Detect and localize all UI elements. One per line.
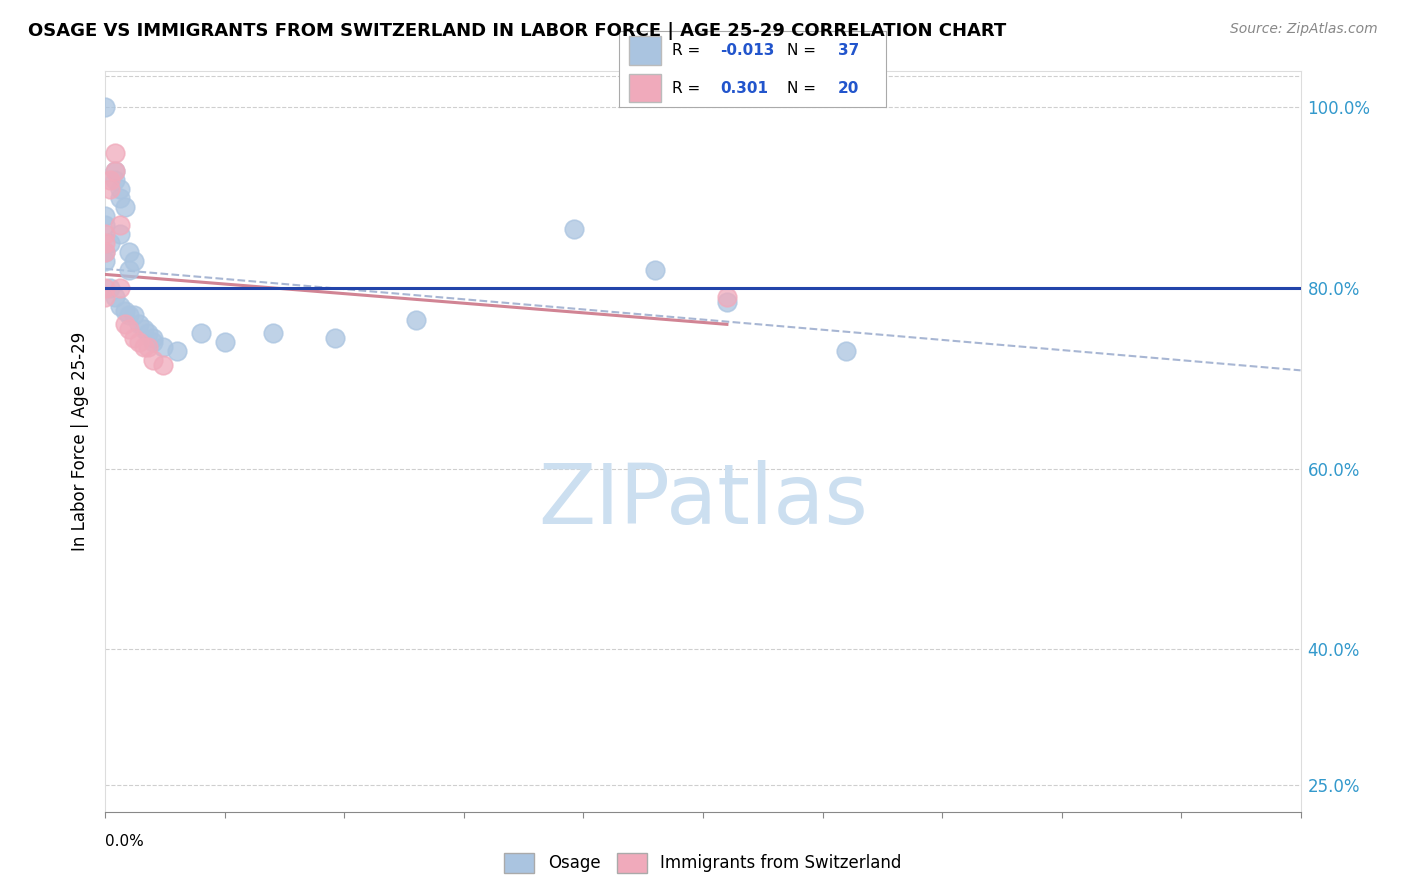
Point [94,244,117,259]
Point [142,335,165,350]
Point [94,209,117,223]
Point [94,290,117,304]
Point [323,331,346,345]
Point [835,344,858,359]
Point [166,344,188,359]
Point [214,335,236,350]
Point [94,227,117,241]
Legend: Osage, Immigrants from Switzerland: Osage, Immigrants from Switzerland [498,847,908,880]
Point [138,326,160,341]
Point [108,281,131,295]
Point [118,308,141,322]
Point [114,200,136,214]
Point [118,244,141,259]
Point [562,222,585,236]
Text: 37: 37 [838,43,859,58]
FancyBboxPatch shape [630,36,661,64]
Text: Source: ZipAtlas.com: Source: ZipAtlas.com [1230,22,1378,37]
Point [142,353,165,368]
Point [132,340,155,354]
Point [114,317,136,331]
Point [405,312,427,326]
Point [104,172,127,186]
Point [98,172,121,186]
Point [94,218,117,232]
Text: OSAGE VS IMMIGRANTS FROM SWITZERLAND IN LABOR FORCE | AGE 25-29 CORRELATION CHAR: OSAGE VS IMMIGRANTS FROM SWITZERLAND IN … [28,22,1007,40]
Point [128,317,150,331]
Point [118,263,141,277]
Text: -0.013: -0.013 [720,43,775,58]
Point [122,254,145,268]
Text: 20: 20 [838,80,859,95]
Point [94,281,117,295]
Text: 0.301: 0.301 [720,80,768,95]
Point [98,281,121,295]
Point [94,254,117,268]
Point [644,263,666,277]
Point [152,340,174,354]
Point [104,163,127,178]
Point [104,163,127,178]
Point [138,340,160,354]
Text: 0.0%: 0.0% [105,834,145,849]
Point [94,244,117,259]
Y-axis label: In Labor Force | Age 25-29: In Labor Force | Age 25-29 [72,332,90,551]
Point [94,100,117,114]
Text: R =: R = [672,43,706,58]
Point [122,331,145,345]
Point [108,227,131,241]
Point [132,321,155,335]
Text: N =: N = [787,43,821,58]
Point [98,235,121,250]
Point [104,145,127,160]
Point [104,290,127,304]
Point [98,182,121,196]
Point [114,303,136,318]
Point [142,331,165,345]
Point [716,294,738,309]
Point [108,182,131,196]
Point [108,299,131,313]
Point [122,308,145,322]
Text: R =: R = [672,80,706,95]
Point [716,290,738,304]
Point [152,358,174,372]
Point [108,191,131,205]
Point [118,321,141,335]
Point [190,326,212,341]
Text: N =: N = [787,80,821,95]
Point [128,335,150,350]
FancyBboxPatch shape [630,74,661,103]
Text: ZIPatlas: ZIPatlas [538,460,868,541]
Point [94,235,117,250]
Point [108,218,131,232]
Point [262,326,284,341]
